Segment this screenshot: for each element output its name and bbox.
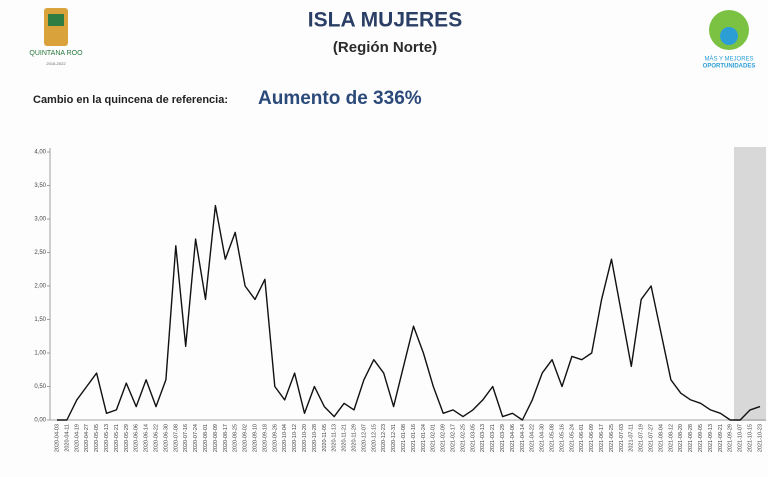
x-tick-label: 2021-04-14 — [520, 424, 526, 452]
x-tick-label: 2021-03-29 — [500, 424, 506, 452]
x-tick-label: 2020-10-12 — [292, 424, 298, 452]
x-tick-label: 2021-02-25 — [460, 424, 466, 452]
x-tick-label: 2021-09-05 — [698, 424, 704, 452]
x-tick-label: 2021-05-16 — [559, 424, 565, 452]
x-tick-label: 2021-04-30 — [540, 424, 546, 452]
y-tick-label: 3,00 — [34, 217, 46, 223]
logo-tree-inner — [720, 27, 738, 45]
x-tick-label: 2020-09-10 — [252, 424, 258, 452]
x-tick-label: 2021-08-20 — [678, 424, 684, 452]
subtitle: (Región Norte) — [333, 39, 437, 56]
y-tick-label: 2,50 — [34, 250, 46, 256]
y-tick-label: 1,00 — [34, 351, 46, 357]
x-tick-label: 2020-05-05 — [94, 424, 100, 452]
x-tick-label: 2020-12-23 — [381, 424, 387, 452]
x-tick-label: 2021-01-24 — [421, 424, 427, 452]
x-tick-label: 2020-12-07 — [361, 424, 367, 452]
x-tick-label: 2020-10-20 — [302, 424, 308, 452]
x-tick-label: 2020-08-01 — [203, 424, 209, 452]
x-tick-label: 2020-04-19 — [74, 424, 80, 452]
x-tick-label: 2021-07-03 — [619, 424, 625, 452]
x-tick-label: 2020-08-09 — [213, 424, 219, 452]
x-tick-label: 2020-07-16 — [183, 424, 189, 452]
x-tick-label: 2020-07-08 — [173, 424, 179, 452]
x-tick-label: 2021-06-01 — [579, 424, 585, 452]
x-tick-label: 2020-11-13 — [332, 424, 338, 452]
change-label: Cambio en la quincena de referencia: — [33, 94, 228, 106]
logo-text: OPORTUNIDADES — [703, 64, 756, 70]
logo-shield — [44, 8, 68, 46]
x-tick-label: 2020-10-04 — [282, 424, 288, 452]
x-tick-label: 2020-12-31 — [391, 424, 397, 452]
y-tick-label: 2,00 — [34, 284, 46, 290]
x-tick-label: 2020-11-29 — [351, 424, 357, 452]
y-tick-label: 0,00 — [34, 418, 46, 424]
y-tick-label: 4,00 — [34, 150, 46, 156]
change-value: Aumento de 336% — [258, 88, 422, 109]
logo-years: 2016-2022 — [46, 61, 66, 66]
x-tick-label: 2021-03-13 — [480, 424, 486, 452]
x-tick-label: 2020-04-11 — [64, 424, 70, 452]
x-tick-label: 2021-08-04 — [658, 424, 664, 452]
x-tick-label: 2020-11-21 — [342, 424, 348, 452]
x-tick-label: 2021-04-06 — [510, 424, 516, 452]
x-tick-label: 2021-01-16 — [411, 424, 417, 452]
data-line — [57, 204, 761, 421]
x-tick-label: 2020-09-26 — [272, 424, 278, 452]
logo-shield-inner — [48, 14, 64, 26]
x-tick-label: 2021-02-17 — [451, 424, 457, 452]
x-tick-label: 2021-10-23 — [757, 424, 763, 452]
x-tick-label: 2020-05-29 — [124, 424, 130, 452]
x-tick-label: 2020-05-21 — [114, 424, 120, 452]
x-tick-label: 2021-06-25 — [609, 424, 615, 452]
x-tick-label: 2021-09-29 — [728, 424, 734, 452]
x-tick-label: 2021-10-07 — [738, 424, 744, 452]
x-tick-label: 2021-04-22 — [530, 424, 536, 452]
x-tick-label: 2021-07-11 — [629, 424, 635, 452]
x-tick-label: 2021-09-13 — [708, 424, 714, 452]
x-tick-label: 2021-02-01 — [431, 424, 437, 452]
x-tick-label: 2021-02-09 — [441, 424, 447, 452]
x-tick-label: 2020-06-30 — [163, 424, 169, 452]
y-tick-label: 1,50 — [34, 317, 46, 323]
x-tick-label: 2020-06-06 — [134, 424, 140, 452]
x-tick-label: 2021-07-19 — [639, 424, 645, 452]
x-tick-label: 2020-09-18 — [262, 424, 268, 452]
x-tick-label: 2021-10-15 — [748, 424, 754, 452]
x-tick-label: 2020-04-27 — [84, 424, 90, 452]
title: ISLA MUJERES — [308, 9, 462, 32]
x-tick-label: 2021-08-28 — [688, 424, 694, 452]
x-tick-label: 2020-07-24 — [193, 424, 199, 452]
x-tick-label: 2021-05-24 — [569, 424, 575, 452]
x-tick-label: 2021-06-09 — [589, 424, 595, 452]
y-tick-label: 0,50 — [34, 384, 46, 390]
logo-left: QUINTANA ROO 2016-2022 — [29, 8, 83, 66]
shaded-region — [734, 147, 766, 421]
x-tick-label: 2021-07-27 — [649, 424, 655, 452]
x-tick-label: 2020-08-17 — [223, 424, 229, 452]
logo-text: QUINTANA ROO — [29, 50, 83, 57]
x-tick-label: 2021-08-12 — [668, 424, 674, 452]
x-tick-label: 2021-03-05 — [470, 424, 476, 452]
x-tick-label: 2020-10-28 — [312, 424, 318, 452]
x-tick-label: 2020-04-03 — [54, 424, 60, 452]
x-tick-label: 2021-09-21 — [718, 424, 724, 452]
x-tick-label: 2020-08-25 — [233, 424, 239, 452]
x-tick-label: 2021-05-08 — [550, 424, 556, 452]
x-tick-label: 2021-01-08 — [401, 424, 407, 452]
x-tick-label: 2020-06-22 — [153, 424, 159, 452]
x-tick-label: 2021-03-21 — [490, 424, 496, 452]
logo-right: MÁS Y MEJORES OPORTUNIDADES — [703, 10, 756, 70]
x-tick-label: 2020-12-15 — [371, 424, 377, 452]
logo-text: MÁS Y MEJORES — [704, 56, 753, 63]
x-tick-label: 2021-06-17 — [599, 424, 605, 452]
x-tick-label: 2020-09-02 — [243, 424, 249, 452]
y-tick-label: 3,50 — [34, 183, 46, 189]
x-tick-label: 2020-11-05 — [322, 424, 328, 452]
x-tick-label: 2020-05-13 — [104, 424, 110, 452]
x-tick-label: 2020-06-14 — [144, 424, 150, 452]
